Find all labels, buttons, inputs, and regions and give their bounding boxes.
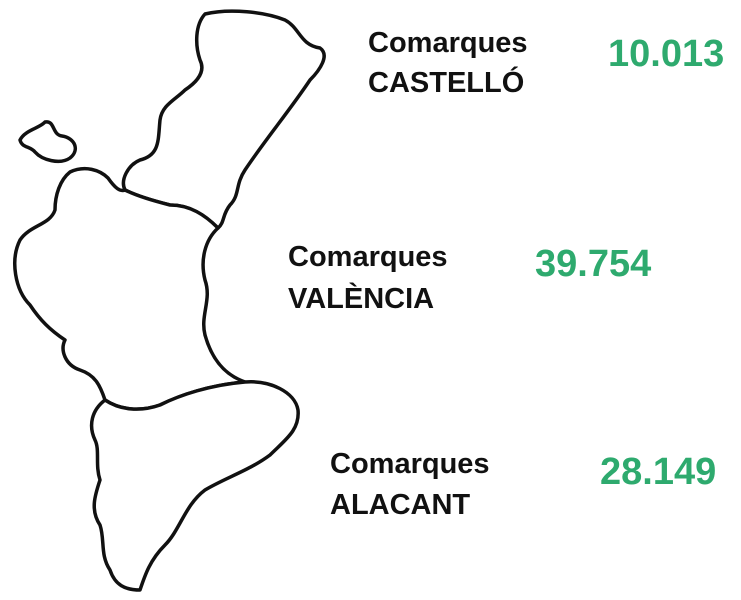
- island: [18, 120, 78, 164]
- region-alacant: [89, 380, 300, 592]
- region-name: ALACANT: [330, 489, 470, 521]
- region-castello: [121, 9, 326, 230]
- region-name: VALÈNCIA: [288, 281, 434, 315]
- region-heading: Comarques: [288, 241, 448, 273]
- map: [13, 9, 326, 592]
- region-name: CASTELLÓ: [368, 65, 524, 99]
- region-heading: Comarques: [330, 448, 490, 480]
- region-value: 10.013: [608, 33, 724, 75]
- region-value: 28.149: [600, 451, 716, 493]
- region-value: 39.754: [535, 243, 651, 285]
- region-heading: Comarques: [368, 27, 528, 59]
- region-valencia: [13, 166, 247, 411]
